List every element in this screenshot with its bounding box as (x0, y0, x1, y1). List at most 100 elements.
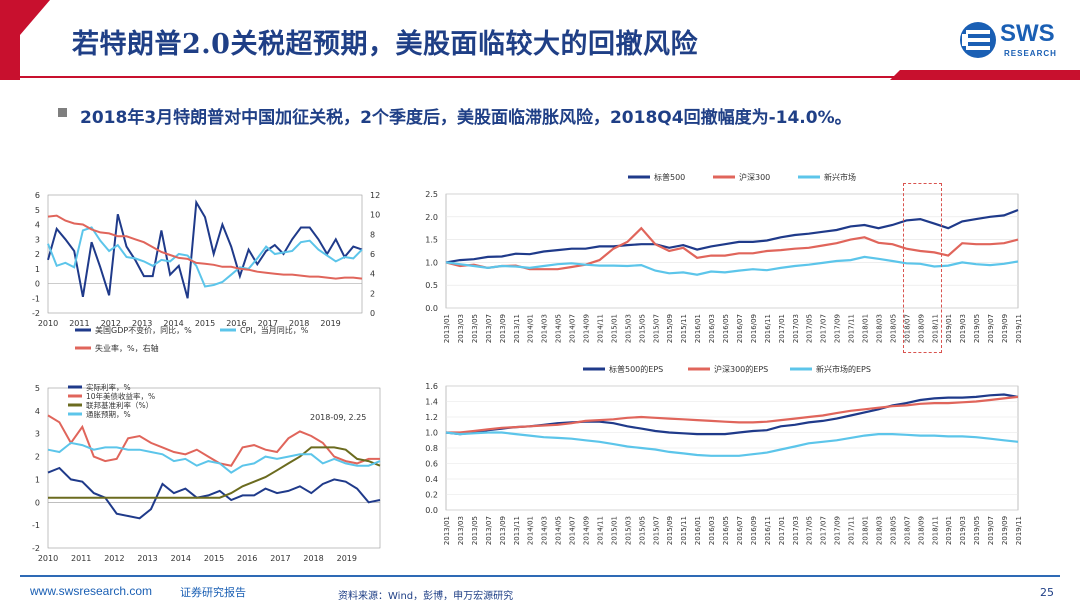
annotation-label: 2018-09, 2.25 (310, 413, 366, 422)
x-tick-label: 2016/11 (764, 314, 772, 343)
x-tick-label: 2015/01 (610, 516, 618, 545)
x-tick-label: 2019/05 (973, 314, 981, 343)
x-tick-label: 2018/09 (917, 314, 925, 343)
x-tick-label: 2015/03 (624, 314, 632, 343)
y-tick-label: 2.0 (425, 213, 438, 222)
x-tick-label: 2014/11 (597, 516, 605, 545)
x-tick-label: 2016/01 (694, 516, 702, 545)
x-tick-label: 2013 (132, 319, 152, 328)
x-tick-label: 2018 (289, 319, 309, 328)
x-tick-label: 2013/07 (485, 314, 493, 343)
y-tick-label: 5 (35, 384, 40, 393)
bullet-icon (58, 108, 67, 117)
x-tick-label: 2016/07 (736, 314, 744, 343)
title-bar-shape (0, 0, 1080, 80)
x-tick-label: 2014/03 (541, 516, 549, 545)
footer-report-label: 证券研究报告 (180, 586, 246, 599)
x-tick-label: 2017/11 (848, 314, 856, 343)
x-tick-label: 2018/05 (889, 314, 897, 343)
x-tick-label: 2015/07 (652, 516, 660, 545)
x-tick-label: 2011 (69, 319, 89, 328)
y-tick-label: 0.5 (425, 281, 438, 290)
x-tick-label: 2012 (101, 319, 121, 328)
x-tick-label: 2013/03 (457, 516, 465, 545)
y-tick-label: 4 (35, 407, 40, 416)
y-tick-label: 1.5 (425, 236, 438, 245)
series-line (445, 393, 1019, 436)
x-tick-label: 2017 (270, 554, 290, 563)
x-tick-label: 2013 (137, 554, 157, 563)
x-tick-label: 2018/09 (917, 516, 925, 545)
y-tick-label: -2 (32, 544, 40, 553)
y-tick-label: 2 (35, 250, 40, 259)
series-line (445, 255, 1019, 276)
x-tick-label: 2018/07 (903, 516, 911, 545)
footer-divider (20, 575, 1060, 577)
x-tick-label: 2012 (104, 554, 124, 563)
x-tick-label: 2019/11 (1015, 516, 1023, 545)
y-tick-label: -2 (32, 309, 40, 318)
x-tick-label: 2014/05 (555, 314, 563, 343)
legend-label: 沪深300 (739, 172, 770, 182)
x-tick-label: 2017/09 (834, 314, 842, 343)
y-tick-label: 1 (35, 265, 40, 274)
x-tick-label: 2013/01 (443, 314, 451, 343)
y-tick-label: 6 (35, 191, 40, 200)
chart-eps: 1.6 1.4 1.2 1.0 0.8 0.6 0.4 0.2 0.0 2013/01 2013/0… (425, 364, 1023, 545)
x-tick-label: 2016/03 (708, 516, 716, 545)
legend-label: 新兴市场 (824, 172, 856, 182)
legend-label: 联邦基准利率（%） (86, 400, 153, 410)
x-tick-label: 2019 (320, 319, 340, 328)
x-tick-label: 2015/11 (680, 314, 688, 343)
footer-source: 资料来源：Wind，彭博，申万宏源研究 (338, 591, 514, 602)
x-tick-label: 2017/07 (820, 314, 828, 343)
y-tick-label: 1.2 (425, 413, 438, 422)
series-line (47, 214, 363, 280)
x-tick-label: 2014/07 (569, 516, 577, 545)
y-tick-label: 0 (35, 280, 40, 289)
x-tick-label: 2014/03 (541, 314, 549, 343)
x-tick-label: 2015/01 (610, 314, 618, 343)
x-tick-label: 2015/11 (680, 516, 688, 545)
y-tick-label: 0.8 (425, 444, 438, 453)
x-tick-label: 2019/01 (945, 516, 953, 545)
x-tick-label: 2019/01 (945, 314, 953, 343)
x-tick-label: 2015/09 (666, 516, 674, 545)
y-tick-label: 5 (35, 206, 40, 215)
y-tick-label: 3 (35, 235, 40, 244)
page-title: 若特朗普2.0关税超预期，美股面临较大的回撤风险 (72, 29, 698, 60)
logo-text: SWS (1000, 20, 1055, 47)
x-tick-label: 2013/05 (471, 516, 479, 545)
x-tick-label: 2017/09 (834, 516, 842, 545)
footer-url-link[interactable]: www.swsresearch.com (30, 584, 153, 598)
x-tick-label: 2016/05 (722, 516, 730, 545)
plot-frame (47, 194, 363, 314)
x-tick-label: 2017/07 (820, 516, 828, 545)
x-tick-label: 2016/11 (764, 516, 772, 545)
y-tick-label: 0.6 (425, 460, 438, 469)
x-tick-label: 2014/11 (597, 314, 605, 343)
y2-tick-label: 12 (370, 191, 380, 200)
title-bar: 若特朗普2.0关税超预期，美股面临较大的回撤风险 SWS RESEARCH (0, 0, 1080, 80)
y2-tick-label: 4 (370, 270, 375, 279)
x-tick-label: 2016 (237, 554, 257, 563)
x-tick-label: 2015 (195, 319, 215, 328)
series-line (47, 199, 363, 299)
series-line (47, 441, 381, 474)
y-tick-label: 1.4 (425, 398, 438, 407)
y2-tick-label: 6 (370, 250, 375, 259)
x-tick-label: 2018/03 (876, 314, 884, 343)
x-tick-label: 2019/07 (987, 516, 995, 545)
y-tick-label: 4 (35, 221, 40, 230)
y-tick-label: 1.0 (425, 258, 438, 267)
legend-label: 失业率，%，右轴 (95, 343, 159, 353)
sws-logo: SWS RESEARCH (958, 20, 1058, 64)
x-tick-label: 2019/07 (987, 314, 995, 343)
x-tick-label: 2016 (226, 319, 246, 328)
x-tick-label: 2018/03 (876, 516, 884, 545)
x-tick-label: 2014/01 (527, 516, 535, 545)
x-tick-label: 2010 (38, 319, 58, 328)
x-tick-label: 2017/11 (848, 516, 856, 545)
x-tick-label: 2016/03 (708, 314, 716, 343)
x-tick-label: 2017/03 (792, 314, 800, 343)
